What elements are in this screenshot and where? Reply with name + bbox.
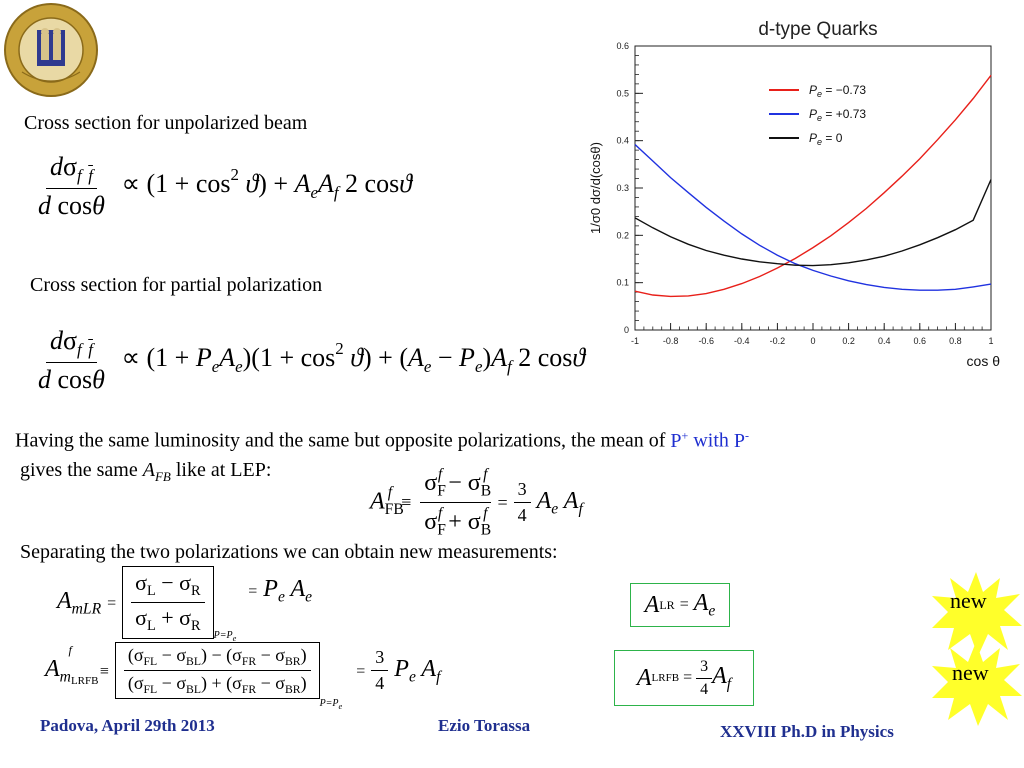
with-word: with	[693, 429, 729, 452]
y-tick-label: 0.5	[616, 88, 629, 98]
equation-partial-polarization: dσf f d cosθ ∝ (1 + PeAe)(1 + cos2 ϑ) + …	[34, 326, 585, 395]
university-logo	[2, 2, 100, 98]
legend-label-2: Pe = 0	[809, 131, 843, 147]
starburst-icon	[932, 642, 1022, 726]
chart-ylabel: 1/σ0 dσ/d(cosθ)	[588, 142, 603, 234]
x-tick-label: 0.2	[842, 336, 855, 346]
afb-symbol: AFB	[142, 459, 171, 484]
chart-container: d-type Quarks 1/σ0 dσ/d(cosθ) cos θ -1 -0…	[583, 8, 1024, 378]
amlrfb-bracket: (σFL − σBL) − (σFR − σBR) (σFL − σBL) + …	[114, 642, 320, 700]
x-tick-label: 0.6	[914, 336, 927, 346]
y-tick-label: 0.4	[616, 136, 629, 146]
x-tick-label: 1	[988, 336, 993, 346]
afb-sentence: gives the same AFB like at LEP:	[20, 459, 271, 485]
p-plus-label: P+	[670, 428, 689, 452]
equation-fraction: dσf f d cosθ	[38, 152, 105, 220]
afb-fraction: σFf − σBf σFf + σBf	[420, 466, 492, 540]
series-line-2	[634, 179, 992, 267]
x-tick-label: 0.4	[878, 336, 891, 346]
x-tick-label: 0.8	[949, 336, 962, 346]
x-tick-label: -0.6	[698, 336, 714, 346]
luminosity-sentence: Having the same luminosity and the same …	[15, 428, 749, 453]
series-line-0	[634, 74, 992, 298]
new-label-1: new	[950, 588, 987, 613]
legend-label-0: Pe = −0.73	[809, 83, 866, 99]
y-tick-label: 0.2	[616, 230, 629, 240]
d-type-quarks-chart: d-type Quarks 1/σ0 dσ/d(cosθ) cos θ -1 -0…	[588, 19, 1001, 369]
y-tick-label: 0	[624, 325, 629, 335]
equation-amlr: AmLR = σL − σR σL + σR P=Pe = Pe Ae	[57, 566, 312, 643]
footer-right: XXVIII Ph.D in Physics	[720, 722, 894, 741]
equation-amlrfb: AmLRFBf ≡ (σFL − σBL) − (σFR − σBR) (σFL…	[45, 642, 441, 712]
luminosity-text: Having the same luminosity and the same …	[15, 429, 666, 452]
y-tick-label: 0.3	[616, 183, 629, 193]
afb-text-pre: gives the same	[20, 459, 138, 481]
y-tick-label: 0.6	[616, 41, 629, 51]
afb-text-post: like at LEP:	[175, 459, 272, 481]
footer-center: Ezio Torassa	[438, 716, 531, 735]
x-tick-label: -1	[631, 336, 639, 346]
x-tick-label: -0.4	[734, 336, 750, 346]
new-label-2: new	[952, 660, 989, 685]
section-heading-unpolarized: Cross section for unpolarized beam	[24, 112, 308, 134]
new-badge-2: new	[928, 640, 1024, 728]
series-line-1	[634, 143, 992, 291]
x-tick-label: -0.2	[770, 336, 786, 346]
section-heading-partial: Cross section for partial polarization	[30, 274, 323, 296]
x-tick-label: 0	[810, 336, 815, 346]
x-tick-label: -0.8	[663, 336, 679, 346]
amlr-bracket: σL − σR σL + σR	[122, 566, 215, 639]
result-box-alr: A LR = Ae	[630, 583, 730, 627]
chart-xlabel: cos θ	[967, 353, 1001, 369]
separating-sentence: Separating the two polarizations we can …	[20, 541, 558, 563]
p-minus-label: P-	[733, 428, 750, 452]
equation-fraction: dσf f d cosθ	[38, 326, 105, 394]
footer-left: Padova, April 29th 2013	[40, 716, 215, 735]
legend-label-1: Pe = +0.73	[809, 107, 866, 123]
equation-unpolarized: dσf f d cosθ ∝ (1 + cos2 ϑ) + AeAf 2 cos…	[34, 152, 412, 221]
chart-title: d-type Quarks	[758, 19, 877, 40]
new-badge-1: new	[928, 570, 1024, 658]
starburst-icon	[932, 572, 1022, 656]
y-tick-label: 0.1	[616, 278, 629, 288]
